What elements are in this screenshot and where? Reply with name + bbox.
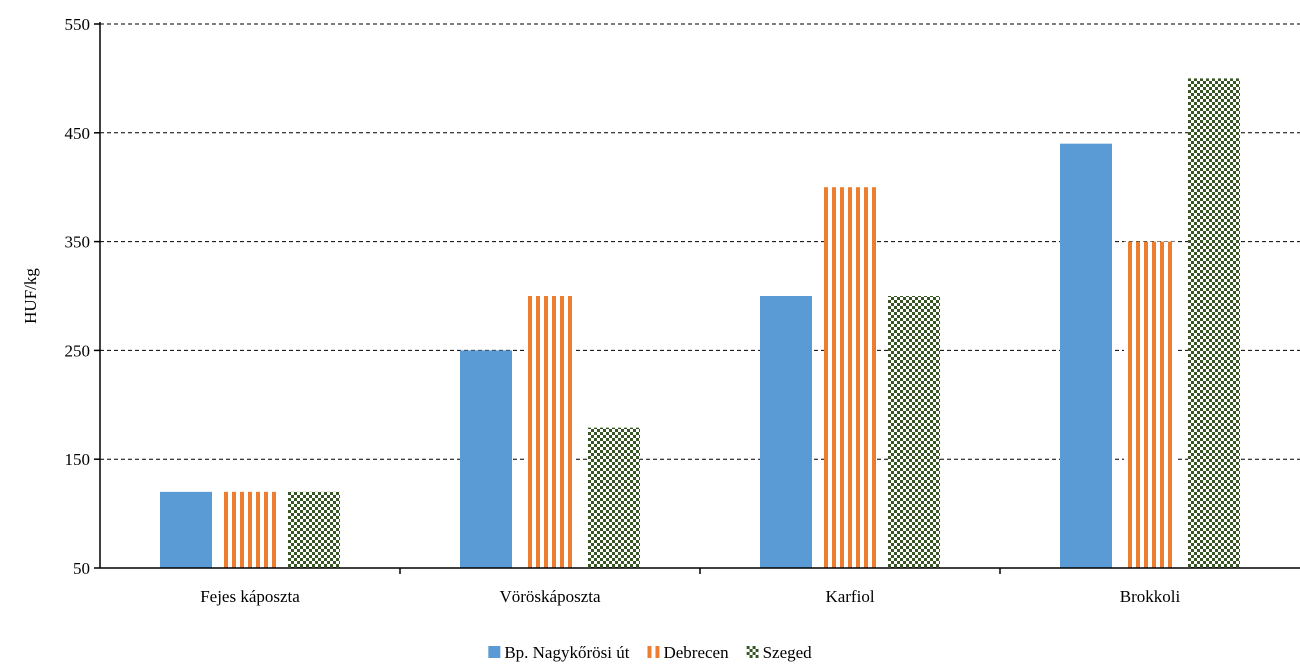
legend-label-szeged: Szeged <box>763 643 813 662</box>
legend-item-bp-nagykorosi-ut: Bp. Nagykőrösi út <box>488 643 630 662</box>
bars <box>160 78 1240 569</box>
y-tick-label-450: 450 <box>65 124 91 143</box>
y-tick-label-50: 50 <box>73 559 90 578</box>
x-tick-label-voroskaposzta: Vöröskáposzta <box>499 587 600 606</box>
y-tick-label-250: 250 <box>65 341 91 360</box>
x-tick-label-fejes-kaposzta: Fejes káposzta <box>200 587 300 606</box>
bar-voroskaposzta-debrecen <box>524 296 576 568</box>
legend-item-szeged: Szeged <box>746 643 813 662</box>
y-tick-label-350: 350 <box>65 233 91 252</box>
y-axis-title: HUF/kg <box>21 268 40 324</box>
y-tick-label-550: 550 <box>65 15 91 34</box>
bar-fejes-kaposzta-debrecen <box>224 491 276 568</box>
axes <box>94 22 1300 574</box>
legend-swatch-bp-nagykorosi-ut <box>488 646 501 658</box>
y-tick-label-150: 150 <box>65 450 91 469</box>
gridlines <box>100 23 1300 460</box>
legend-label-debrecen: Debrecen <box>663 643 729 662</box>
bar-voroskaposzta-bp-nagykorosi-ut <box>460 350 512 568</box>
tick-labels: 50 150 250 350 450 550 Fejes káposzta Vöröskápo… <box>65 15 1181 606</box>
bar-karfiol-szeged <box>888 296 940 568</box>
legend-swatch-debrecen <box>647 646 660 658</box>
bar-fejes-kaposzta-bp-nagykorosi-ut <box>160 491 212 568</box>
bar-brokkoli-bp-nagykorosi-ut <box>1060 143 1112 568</box>
bar-brokkoli-szeged <box>1188 78 1240 569</box>
legend-item-debrecen: Debrecen <box>647 643 729 662</box>
legend-label-bp-nagykorosi-ut: Bp. Nagykőrösi út <box>504 643 629 662</box>
bar-karfiol-bp-nagykorosi-ut <box>760 296 812 568</box>
bar-karfiol-debrecen <box>824 187 876 568</box>
legend-swatch-szeged <box>746 646 759 658</box>
legend: Bp. Nagykőrösi út Debrecen Szeged <box>488 643 812 662</box>
bar-fejes-kaposzta-szeged <box>288 491 340 568</box>
x-tick-label-karfiol: Karfiol <box>825 587 874 606</box>
x-tick-label-brokkoli: Brokkoli <box>1120 587 1181 606</box>
bar-brokkoli-debrecen <box>1124 241 1176 568</box>
bar-voroskaposzta-szeged <box>588 427 640 568</box>
